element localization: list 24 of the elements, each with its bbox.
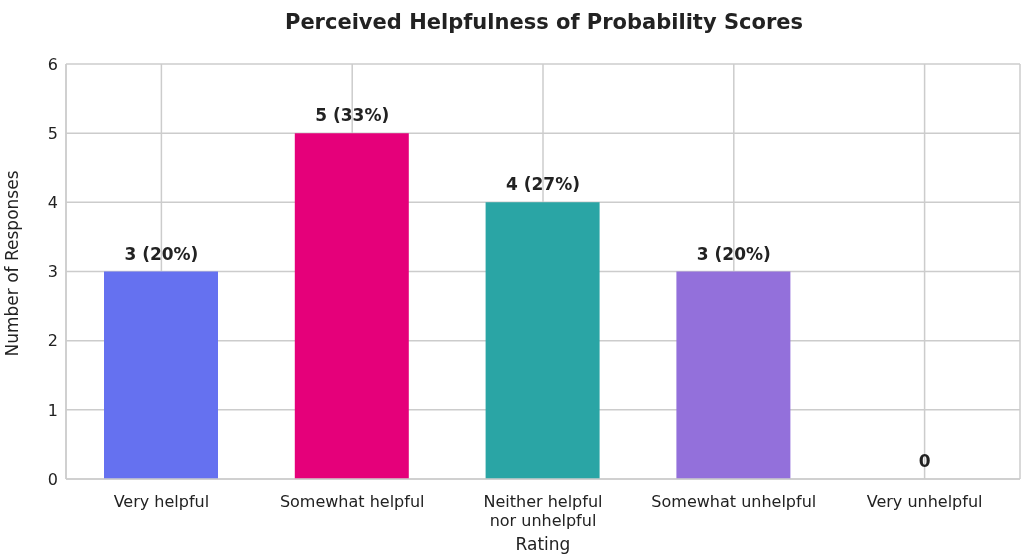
data-label: 3 (20%) (124, 243, 199, 264)
y-axis-title: Number of Responses (2, 170, 23, 357)
data-label: 3 (20%) (696, 243, 771, 264)
data-label: 5 (33%) (315, 105, 390, 126)
x-axis-title: Rating (515, 534, 571, 554)
bar (294, 133, 409, 479)
y-tick-label: 1 (47, 400, 58, 420)
y-tick-label: 5 (47, 123, 58, 143)
data-label: 4 (27%) (506, 174, 580, 195)
chart-title: Perceived Helpfulness of Probability Scores (284, 10, 804, 34)
x-tick-label: Neither helpful nor unhelpful (483, 492, 603, 530)
y-tick-label: 0 (47, 469, 58, 489)
bar (676, 271, 791, 479)
bar (485, 202, 600, 479)
y-tick-label: 4 (47, 193, 58, 213)
bar (104, 271, 218, 479)
x-tick-label: Very helpful (113, 492, 210, 511)
x-tick-label: Somewhat unhelpful (651, 492, 817, 511)
x-tick-label: Somewhat helpful (279, 492, 425, 511)
y-tick-label: 6 (47, 54, 58, 74)
y-tick-label: 3 (47, 262, 58, 282)
y-tick-label: 2 (47, 331, 58, 351)
x-tick-label: Very unhelpful (866, 492, 983, 511)
data-label: 0 (918, 451, 931, 471)
